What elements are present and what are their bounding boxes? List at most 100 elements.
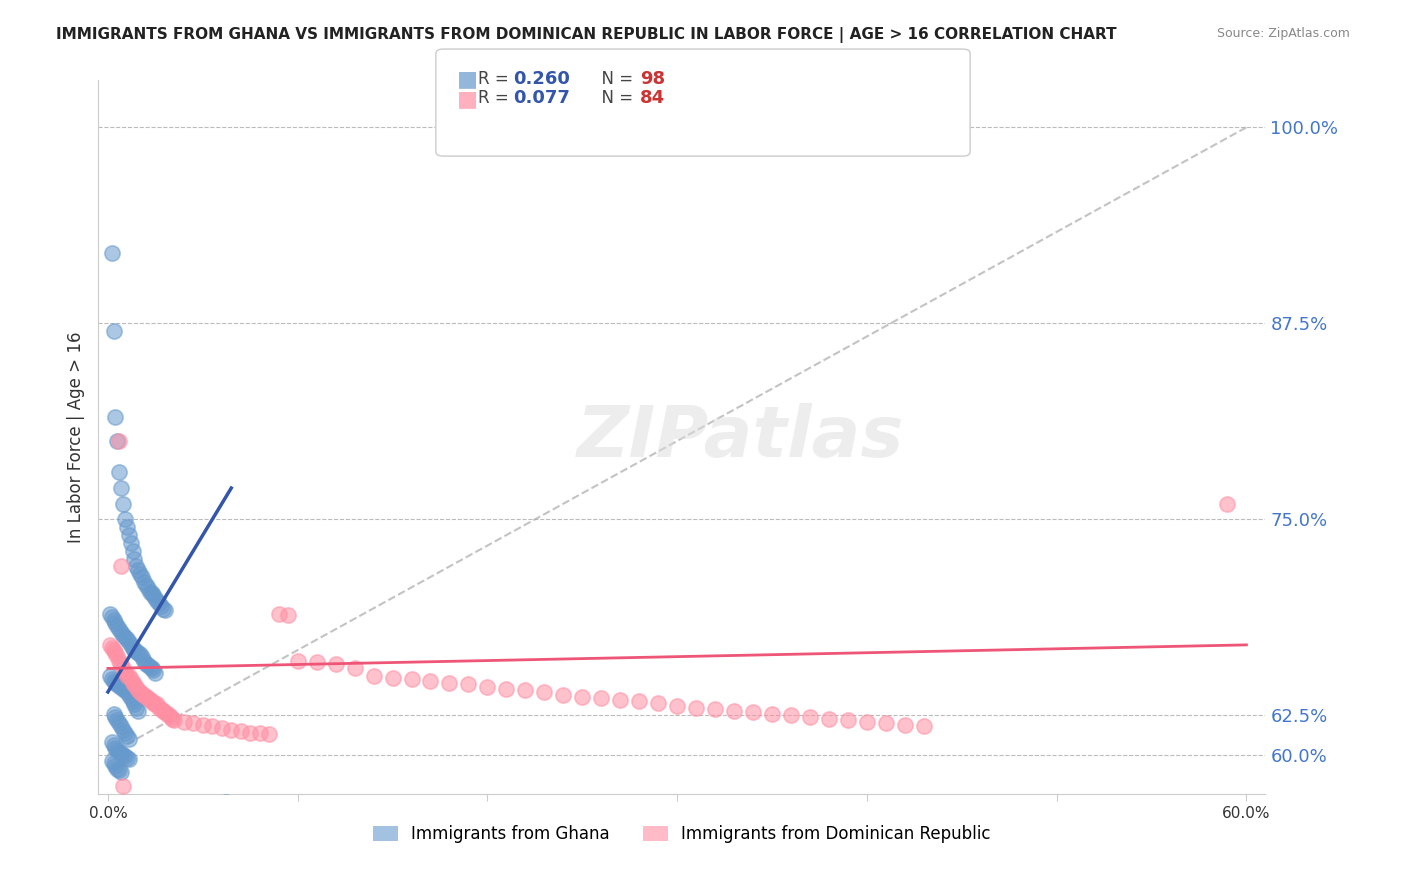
Immigrants from Ghana xyxy=(115,520,138,534)
Immigrants from Dominican Republic xyxy=(159,710,181,724)
Immigrants from Ghana xyxy=(118,688,141,702)
Immigrants from Ghana xyxy=(125,559,148,574)
Immigrants from Ghana xyxy=(103,673,125,688)
Immigrants from Dominican Republic xyxy=(211,721,233,735)
Immigrants from Dominican Republic xyxy=(112,779,135,793)
Immigrants from Ghana xyxy=(129,567,152,582)
Immigrants from Ghana xyxy=(104,615,127,630)
Immigrants from Ghana xyxy=(124,551,146,566)
Immigrants from Dominican Republic xyxy=(553,688,575,702)
Immigrants from Ghana xyxy=(105,619,128,633)
Immigrants from Ghana xyxy=(105,677,128,691)
Immigrants from Dominican Republic xyxy=(129,685,152,699)
Immigrants from Dominican Republic xyxy=(156,706,179,721)
Immigrants from Ghana xyxy=(104,410,127,425)
Immigrants from Ghana xyxy=(108,622,131,636)
Immigrants from Dominican Republic xyxy=(515,683,537,698)
Immigrants from Dominican Republic xyxy=(239,725,262,739)
Immigrants from Ghana xyxy=(103,324,125,338)
Text: ■: ■ xyxy=(457,89,478,109)
Immigrants from Ghana xyxy=(108,764,131,778)
Immigrants from Dominican Republic xyxy=(125,680,148,694)
Immigrants from Ghana xyxy=(112,723,135,737)
Immigrants from Ghana xyxy=(127,704,149,718)
Immigrants from Ghana xyxy=(124,698,146,712)
Immigrants from Dominican Republic xyxy=(138,693,160,707)
Immigrants from Dominican Republic xyxy=(837,713,859,727)
Immigrants from Ghana xyxy=(105,713,128,727)
Immigrants from Ghana xyxy=(105,762,128,776)
Immigrants from Ghana xyxy=(121,543,143,558)
Immigrants from Dominican Republic xyxy=(142,696,165,710)
Immigrants from Dominican Republic xyxy=(685,700,707,714)
Immigrants from Ghana xyxy=(153,603,176,617)
Immigrants from Ghana xyxy=(138,584,160,599)
Immigrants from Ghana xyxy=(118,731,141,746)
Immigrants from Dominican Republic xyxy=(742,706,765,720)
Immigrants from Dominican Republic xyxy=(114,665,136,679)
Immigrants from Dominican Republic xyxy=(157,708,180,723)
Text: IMMIGRANTS FROM GHANA VS IMMIGRANTS FROM DOMINICAN REPUBLIC IN LABOR FORCE | AGE: IMMIGRANTS FROM GHANA VS IMMIGRANTS FROM… xyxy=(56,27,1116,43)
Immigrants from Ghana xyxy=(112,681,135,696)
Immigrants from Ghana xyxy=(108,466,131,480)
Immigrants from Ghana xyxy=(138,660,160,674)
Immigrants from Dominican Republic xyxy=(419,673,441,688)
Immigrants from Dominican Republic xyxy=(108,434,131,448)
Immigrants from Dominican Republic xyxy=(110,559,132,574)
Immigrants from Dominican Republic xyxy=(143,698,166,712)
Immigrants from Ghana xyxy=(100,754,122,768)
Immigrants from Dominican Republic xyxy=(141,694,163,708)
Immigrants from Ghana xyxy=(118,752,141,766)
Immigrants from Dominican Republic xyxy=(363,669,385,683)
Immigrants from Dominican Republic xyxy=(127,683,149,698)
Immigrants from Ghana xyxy=(152,602,174,616)
Immigrants from Ghana xyxy=(105,434,128,448)
Immigrants from Ghana xyxy=(136,582,159,596)
Immigrants from Dominican Republic xyxy=(98,638,121,652)
Immigrants from Ghana xyxy=(132,654,155,668)
Immigrants from Ghana xyxy=(108,745,131,759)
Immigrants from Ghana xyxy=(214,795,236,809)
Immigrants from Dominican Republic xyxy=(875,716,897,731)
Immigrants from Dominican Republic xyxy=(108,654,131,668)
Text: N =: N = xyxy=(591,89,638,107)
Immigrants from Dominican Republic xyxy=(115,669,138,683)
Immigrants from Ghana xyxy=(124,642,146,657)
Immigrants from Ghana xyxy=(143,591,166,605)
Text: R =: R = xyxy=(478,89,515,107)
Immigrants from Dominican Republic xyxy=(381,671,404,685)
Immigrants from Ghana xyxy=(132,575,155,590)
Immigrants from Ghana xyxy=(115,751,138,765)
Immigrants from Dominican Republic xyxy=(112,661,135,675)
Immigrants from Ghana xyxy=(104,675,127,690)
Immigrants from Ghana xyxy=(143,666,166,681)
Immigrants from Dominican Republic xyxy=(131,686,153,700)
Immigrants from Ghana xyxy=(118,634,141,648)
Immigrants from Ghana xyxy=(142,663,165,677)
Immigrants from Ghana xyxy=(110,764,132,779)
Immigrants from Ghana xyxy=(135,657,157,671)
Immigrants from Ghana xyxy=(110,481,132,495)
Immigrants from Dominican Republic xyxy=(666,699,689,714)
Immigrants from Ghana xyxy=(115,685,138,699)
Immigrants from Ghana xyxy=(114,725,136,739)
Immigrants from Dominican Republic xyxy=(132,688,155,702)
Immigrants from Ghana xyxy=(118,528,141,542)
Immigrants from Dominican Republic xyxy=(287,654,309,668)
Immigrants from Ghana xyxy=(136,658,159,673)
Immigrants from Ghana xyxy=(127,646,149,660)
Immigrants from Dominican Republic xyxy=(136,691,159,706)
Immigrants from Ghana xyxy=(104,710,127,724)
Immigrants from Dominican Republic xyxy=(100,640,122,655)
Immigrants from Dominican Republic xyxy=(571,690,593,704)
Immigrants from Ghana xyxy=(103,613,125,627)
Immigrants from Ghana xyxy=(98,607,121,621)
Immigrants from Dominican Republic xyxy=(121,675,143,690)
Immigrants from Dominican Republic xyxy=(267,607,290,621)
Text: ZIPatlas: ZIPatlas xyxy=(576,402,904,472)
Immigrants from Dominican Republic xyxy=(477,680,499,694)
Immigrants from Dominican Republic xyxy=(401,673,423,687)
Immigrants from Ghana xyxy=(115,729,138,743)
Immigrants from Ghana xyxy=(114,512,136,526)
Immigrants from Ghana xyxy=(131,570,153,584)
